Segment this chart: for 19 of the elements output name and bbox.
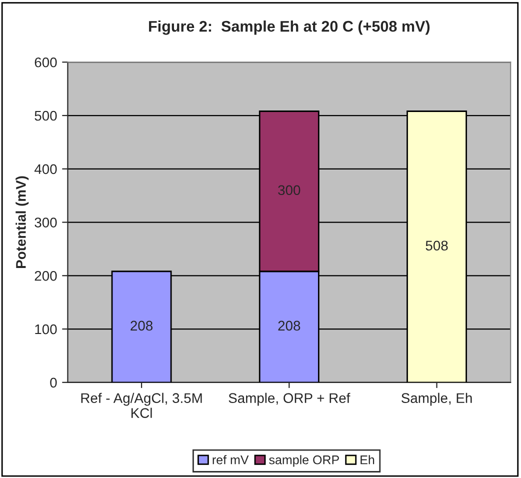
legend-label: ref mV [212, 455, 249, 464]
data-label: 508 [426, 240, 448, 251]
x-tick-label: Sample, ORP + Ref [228, 392, 350, 406]
legend-label: Eh [360, 455, 374, 464]
y-tick-label: 300 [34, 218, 57, 228]
y-tick-label: 600 [34, 57, 57, 68]
data-label: 300 [278, 185, 300, 196]
data-label: 208 [130, 320, 153, 331]
legend-label: sample ORP [269, 455, 339, 467]
y-axis-title: Potential (mV) [16, 176, 29, 268]
y-tick-label: 500 [34, 110, 57, 121]
chart-title: Figure 2: Sample Eh at 20 C (+508 mV) [149, 20, 430, 35]
y-tick-label: 400 [34, 164, 57, 174]
y-tick-label: 0 [50, 378, 57, 388]
data-label: 208 [278, 320, 300, 331]
y-tick-label: 200 [34, 270, 57, 281]
x-tick-label: Ref - Ag/AgCl, 3.5M KCl [81, 392, 202, 418]
y-tick-label: 100 [35, 324, 57, 334]
x-tick-label: Sample, Eh [402, 392, 472, 406]
